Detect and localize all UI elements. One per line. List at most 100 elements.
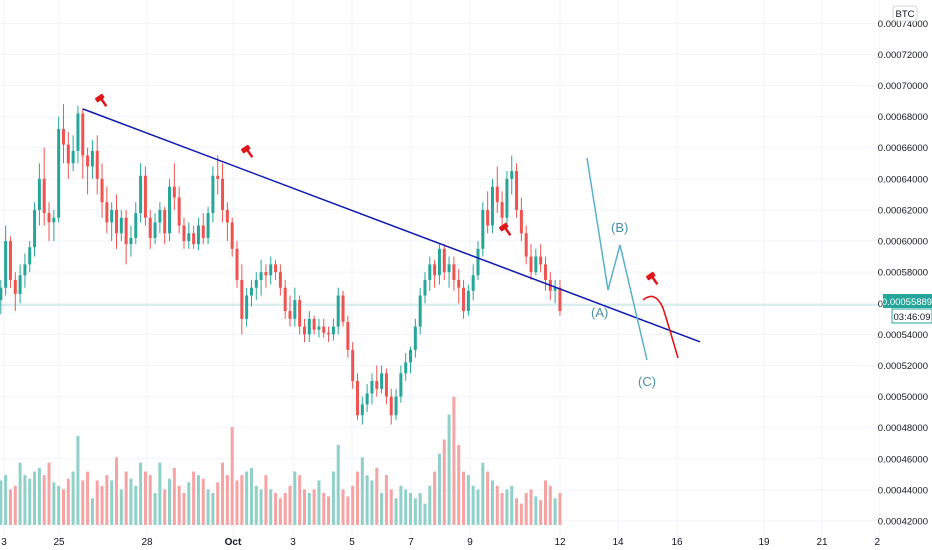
candle xyxy=(158,202,162,234)
candle-body xyxy=(235,248,239,280)
candle xyxy=(524,225,528,265)
candle xyxy=(90,139,94,179)
hammer-marker-icon[interactable] xyxy=(95,93,110,109)
hammer-marker-icon[interactable] xyxy=(241,144,256,160)
candle xyxy=(163,206,167,245)
candle xyxy=(418,287,422,335)
candle-body xyxy=(90,150,94,167)
candle-body xyxy=(52,217,56,223)
price-axis-bg xyxy=(880,0,932,550)
volume-bar xyxy=(201,478,205,525)
trendline[interactable] xyxy=(82,108,701,343)
candle xyxy=(47,202,51,242)
candle xyxy=(274,259,278,280)
candle-body xyxy=(433,264,437,276)
volume-bar xyxy=(153,492,157,525)
volume-bar xyxy=(172,468,176,525)
candle xyxy=(519,197,523,242)
candle-body xyxy=(76,113,80,151)
candle-body xyxy=(225,209,229,223)
candle xyxy=(235,241,239,288)
candle-body xyxy=(168,186,172,234)
time-tick-label: 21 xyxy=(816,537,828,548)
candle-body xyxy=(442,248,446,273)
price-tick-label: 0.00062000 xyxy=(878,205,928,216)
volume-bar xyxy=(519,503,523,525)
volume-bar xyxy=(177,485,181,525)
candle-body xyxy=(394,396,398,416)
volume-bar xyxy=(8,489,12,525)
candle-body xyxy=(95,150,99,179)
volume-bar xyxy=(196,475,200,525)
volume-bar xyxy=(553,498,557,525)
candle-body xyxy=(539,256,543,265)
volume-bar xyxy=(548,485,552,525)
candle-body xyxy=(42,178,46,214)
candle-body xyxy=(110,209,114,223)
volume-bar xyxy=(346,496,350,525)
candle xyxy=(225,202,229,242)
candle-body xyxy=(192,233,196,245)
volume-bar xyxy=(404,489,408,525)
candle xyxy=(143,166,147,226)
volume-bar xyxy=(245,471,249,525)
volume-bar xyxy=(293,471,297,525)
volume-bar xyxy=(42,475,46,525)
candle-body xyxy=(81,113,85,156)
candle xyxy=(18,264,22,304)
candle xyxy=(119,209,123,242)
candle-body xyxy=(4,241,8,288)
candle xyxy=(351,342,355,389)
candle-body xyxy=(158,209,162,223)
candle-body xyxy=(322,326,326,333)
candle-body xyxy=(115,209,118,234)
candle-body xyxy=(71,150,75,164)
candle xyxy=(404,353,408,382)
candle-body xyxy=(211,175,215,214)
candle xyxy=(201,213,205,245)
candle xyxy=(129,225,133,257)
price-tick-label: 0.00070000 xyxy=(878,81,928,92)
candle xyxy=(95,135,99,195)
candle-body xyxy=(490,186,494,226)
volume-bar xyxy=(322,492,326,525)
volume-bar xyxy=(331,471,335,525)
volume-bar xyxy=(360,457,364,525)
candle xyxy=(543,256,547,291)
volume-bar xyxy=(163,489,167,525)
candle-body xyxy=(254,279,258,288)
candle-body xyxy=(221,178,225,210)
time-axis[interactable]: 32528Oct3579121416192123 xyxy=(1,537,886,548)
hammer-marker-icon[interactable] xyxy=(646,271,661,287)
volume-bar xyxy=(187,482,191,525)
volume-bar xyxy=(413,498,417,525)
candle xyxy=(168,178,172,242)
volume-bar xyxy=(486,471,490,525)
volume-bar xyxy=(539,500,543,525)
candle-body xyxy=(206,213,210,238)
candle xyxy=(302,318,306,343)
price-tick-label: 0.00050000 xyxy=(878,392,928,403)
hammer-marker-icon[interactable] xyxy=(499,222,514,238)
volume-bar xyxy=(384,475,388,525)
time-tick-label: 3 xyxy=(290,537,296,548)
projection-curve[interactable] xyxy=(642,295,679,359)
candle-body xyxy=(515,171,519,210)
candle-body xyxy=(331,326,335,335)
candle-body xyxy=(298,300,302,327)
abc-wave-path[interactable] xyxy=(586,157,648,361)
volume-bar xyxy=(100,485,104,525)
quote-unit-badge[interactable]: BTC xyxy=(892,5,918,22)
volume-bar xyxy=(119,489,123,525)
drawing-overlays[interactable]: (A) (B) (C) xyxy=(82,93,701,389)
volume-bar xyxy=(23,475,27,525)
candle xyxy=(264,264,268,288)
volume-bar xyxy=(437,453,441,525)
price-tick-label: 0.00058000 xyxy=(878,268,928,279)
volume-bar xyxy=(452,396,456,525)
candle-body xyxy=(187,233,191,242)
candle-body xyxy=(105,202,109,223)
candle-body xyxy=(351,349,355,382)
candle-body xyxy=(370,381,374,394)
